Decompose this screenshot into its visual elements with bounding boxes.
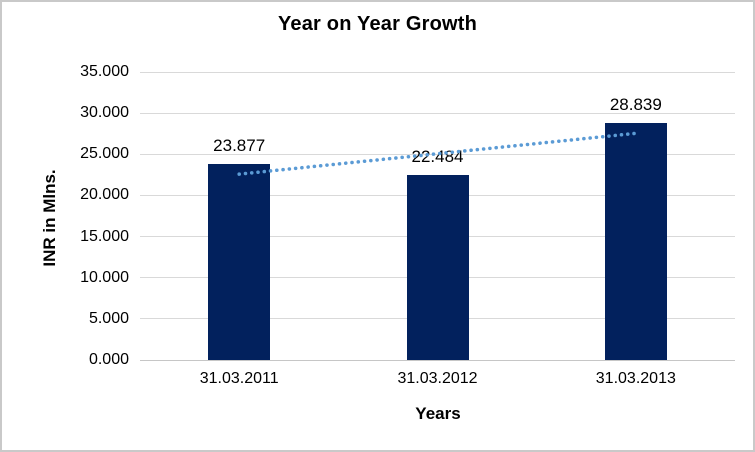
x-tick-label: 31.03.2011 [199, 370, 279, 387]
gridline [140, 112, 735, 114]
x-axis-line [140, 359, 735, 361]
gridline [140, 71, 735, 73]
bar-31.03.2013 [604, 122, 667, 360]
y-tick-label: 15.000 [80, 227, 129, 245]
y-tick-label: 0.000 [88, 351, 129, 368]
chart-title: Year on Year Growth [277, 13, 478, 35]
bar-31.03.2011 [208, 163, 271, 360]
x-tick-label: 31.03.2012 [397, 370, 478, 387]
y-tick-label: 30.000 [80, 104, 129, 122]
bar-31.03.2012 [406, 174, 469, 360]
y-tick-label: 35.000 [80, 63, 129, 80]
bar-value-label: 28.839 [609, 94, 662, 114]
bar-value-label: 22.484 [411, 146, 464, 166]
y-tick-label: 25.000 [80, 145, 129, 163]
y-axis-title: INR in Mlns. [40, 169, 59, 267]
y-tick-label: 20.000 [80, 186, 129, 204]
y-tick-label: 5.000 [88, 309, 129, 327]
x-tick-label: 31.03.2013 [595, 370, 676, 387]
x-axis-title: Years [415, 404, 461, 423]
y-tick-label: 10.000 [80, 268, 129, 286]
bar-value-label: 23.877 [213, 135, 266, 155]
